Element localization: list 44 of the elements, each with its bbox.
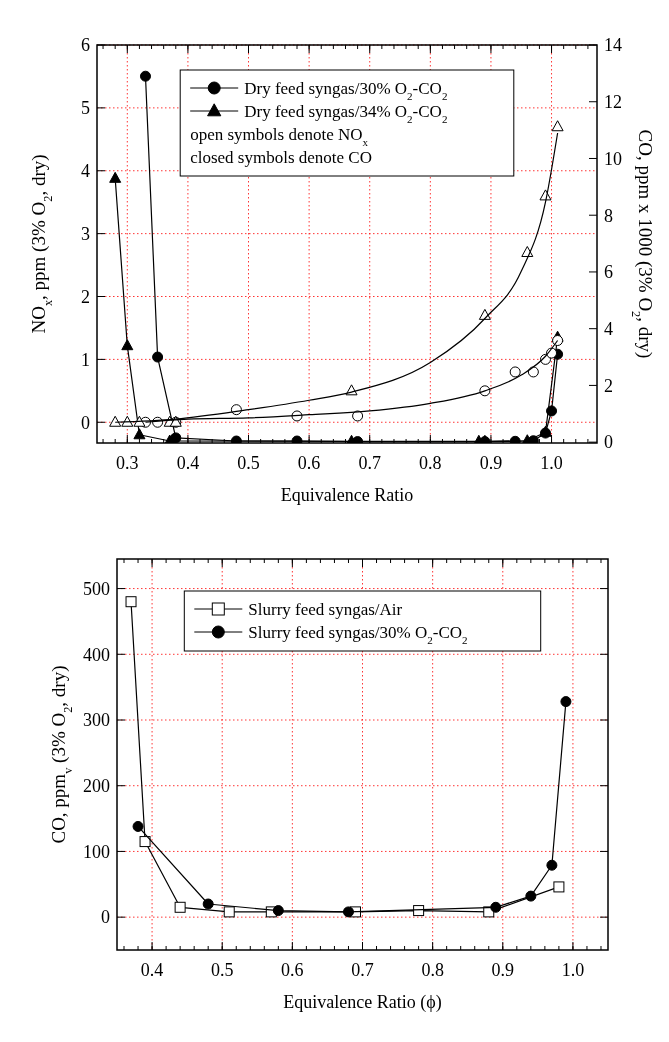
legend-label: Slurry feed syngas/30% O$_{2}$-CO$_{2}$ (248, 622, 468, 646)
y-tick-label: 4 (81, 161, 90, 182)
y2-tick-label: 6 (604, 262, 613, 283)
x-tick-label: 0.9 (479, 453, 503, 473)
x-tick-label: 0.6 (281, 960, 304, 980)
y-tick-label: 2 (81, 286, 90, 307)
y-tick-label: 200 (83, 776, 110, 797)
x-tick-label: 0.4 (140, 960, 164, 980)
y-tick-label: 400 (83, 644, 110, 665)
x-tick-label: 0.5 (210, 960, 234, 980)
y-tick-label: 1 (81, 349, 90, 370)
x-tick-label: 0.8 (419, 453, 442, 473)
y-tick-label: 6 (81, 35, 90, 56)
x-tick-label: 0.7 (351, 960, 374, 980)
x-tick-label: 0.4 (176, 453, 200, 473)
x-tick-label: 0.7 (358, 453, 381, 473)
y-tick-label: 300 (83, 710, 110, 731)
annotation: closed symbols denote CO (190, 147, 372, 167)
y2-tick-label: 10 (604, 148, 622, 169)
x-tick-label: 1.0 (540, 453, 563, 473)
y-tick-label: 100 (83, 841, 110, 862)
y2-tick-label: 0 (604, 432, 613, 453)
annotation: open symbols denote NO$_{x}$ (190, 124, 369, 148)
y-tick-label: 5 (81, 98, 90, 119)
x-axis-title: Equivalence Ratio (280, 485, 414, 505)
y-tick-label: 0 (81, 412, 90, 433)
x-axis-title: Equivalence Ratio (ϕ) (283, 992, 442, 1013)
x-tick-label: 0.3 (116, 453, 139, 473)
y2-tick-label: 8 (604, 205, 613, 226)
x-tick-label: 0.5 (237, 453, 260, 473)
y2-tick-label: 2 (604, 375, 613, 396)
y2-tick-label: 12 (604, 92, 622, 113)
legend-label: Dry feed syngas/34% O$_{2}$-CO$_{2}$ (244, 101, 448, 125)
y2-tick-label: 4 (604, 318, 613, 339)
x-tick-label: 1.0 (561, 960, 585, 980)
y2-tick-label: 14 (604, 35, 622, 56)
y-tick-label: 500 (83, 578, 110, 599)
legend-label: Dry feed syngas/30% O$_{2}$-CO$_{2}$ (244, 78, 448, 102)
y-tick-label: 3 (81, 223, 90, 244)
x-tick-label: 0.8 (421, 960, 444, 980)
y-tick-label: 0 (101, 907, 110, 928)
legend-label: Slurry feed syngas/Air (248, 599, 403, 619)
x-tick-label: 0.6 (297, 453, 321, 473)
x-tick-label: 0.9 (491, 960, 515, 980)
